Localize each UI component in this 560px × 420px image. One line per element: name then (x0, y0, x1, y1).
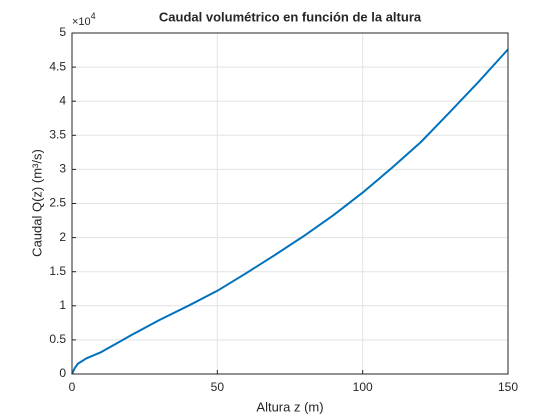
y-tick-label: 4.5 (49, 59, 66, 73)
x-tick-label: 0 (69, 380, 76, 394)
y-tick-label: 1 (59, 298, 66, 312)
y-exponent: ×104 (72, 11, 96, 28)
y-tick-label: 1.5 (49, 264, 66, 278)
data-line (71, 48, 509, 375)
y-tick-label: 3.5 (49, 127, 66, 141)
y-exponent-power: 4 (91, 11, 96, 21)
y-tick-label: 2 (59, 230, 66, 244)
y-tick-label: 4 (59, 93, 66, 107)
plot (71, 48, 509, 375)
x-tick-label: 50 (211, 380, 225, 394)
y-tick-label: 2.5 (49, 196, 66, 210)
y-exponent-base: ×10 (72, 16, 91, 28)
y-tick-label: 5 (59, 25, 66, 39)
y-axis-label: Caudal Q(z) (m³/s) (29, 149, 44, 257)
x-tick-label: 100 (353, 380, 373, 394)
y-tick-label: 0 (59, 366, 66, 380)
y-tick-label: 3 (59, 162, 66, 176)
chart-title: Caudal volumétrico en función de la altu… (159, 9, 422, 24)
x-axis-label: Altura z (m) (256, 399, 323, 414)
y-tick-label: 0.5 (49, 332, 66, 346)
x-tick-label: 150 (498, 380, 518, 394)
